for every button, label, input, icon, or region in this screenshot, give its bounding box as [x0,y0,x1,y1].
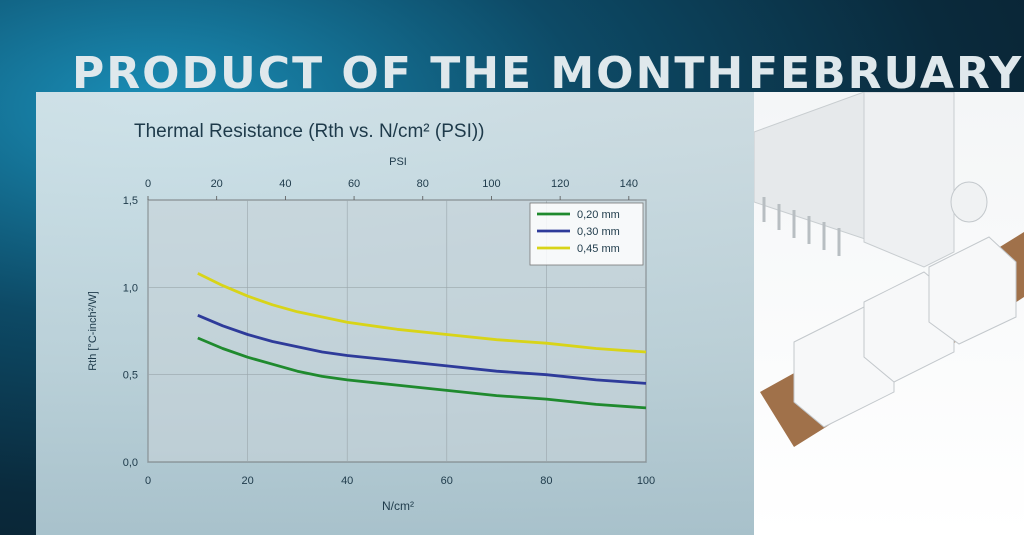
x2-tick-label: 40 [279,178,291,190]
x-axis-label: N/cm² [382,499,414,513]
axis-ticks: 0,0 0,5 1,0 1,5 0 20 40 60 80 100 0 20 40 60 80 100 120 1… [123,178,655,487]
cylinder-part [950,181,988,223]
x2-tick-label: 100 [482,178,500,190]
legend-label: 0,45 mm [577,243,620,255]
headline: PRODUCT OF THE MONTH [72,48,746,99]
y-tick-label: 1,0 [123,282,138,294]
x2-tick-label: 140 [620,178,638,190]
series-lines [197,272,647,410]
legend-label: 0,30 mm [577,226,620,238]
x-tick-label: 80 [540,475,552,487]
x2-tick-label: 60 [348,178,360,190]
tower-block [863,91,955,268]
y-axis-label: Rth [°C-inch²/W] [87,291,99,371]
series-line-1 [197,336,647,410]
top-axis-label: PSI [389,156,407,168]
mounting-clips [793,236,1017,428]
x2-tick-label: 120 [551,178,569,190]
month-label: FEBRUARY [748,48,1024,99]
heatsink-fins [762,197,841,256]
series-line-2 [197,314,647,385]
y-tick-label: 0,5 [123,370,138,382]
x-tick-label: 60 [441,475,453,487]
x-tick-label: 40 [341,475,353,487]
x2-tick-label: 0 [145,178,151,190]
x2-tick-label: 80 [417,178,429,190]
x2-tick-label: 20 [211,178,223,190]
heatsink-illustration [753,91,1024,447]
y-tick-label: 0,0 [123,457,138,469]
product-image-area [753,91,1024,535]
y-tick-label: 1,5 [123,195,138,207]
grid-lines [147,199,647,463]
x-tick-label: 0 [145,475,151,487]
legend: 0,20 mm 0,30 mm 0,45 mm [529,202,644,266]
x-tick-label: 100 [637,475,655,487]
series-line-3 [197,272,647,354]
legend-label: 0,20 mm [577,209,620,221]
x-tick-label: 20 [241,475,253,487]
chart-title: Thermal Resistance (Rth vs. N/cm² (PSI)) [134,121,485,142]
